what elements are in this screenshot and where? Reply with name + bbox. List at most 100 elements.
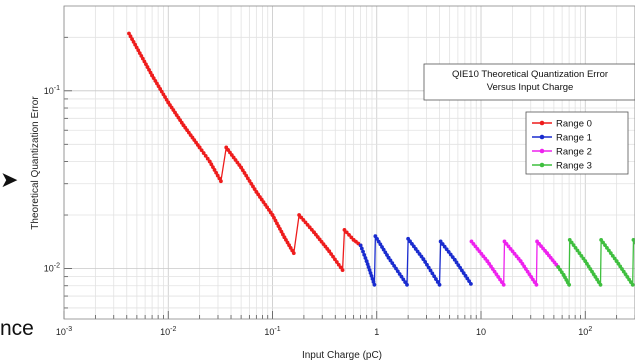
data-point (347, 232, 351, 237)
data-point (242, 171, 247, 175)
legend-marker (539, 162, 545, 168)
data-point (299, 215, 304, 220)
x-tick-label: 10-3 (56, 326, 72, 337)
data-point (575, 248, 580, 253)
axis-ticks (63, 36, 635, 319)
legend-entry-range-3: Range 3 (532, 161, 592, 172)
data-point (463, 273, 468, 278)
series-range-0 (127, 31, 363, 273)
data-point (137, 51, 142, 55)
data-point (556, 265, 561, 269)
data-point (211, 165, 215, 170)
data-point (452, 257, 457, 262)
legend-entry-range-1: Range 1 (532, 133, 592, 144)
data-point (601, 240, 605, 245)
data-point (423, 260, 428, 264)
data-point (428, 268, 433, 273)
data-point (301, 218, 306, 222)
data-point (612, 256, 617, 261)
data-point (145, 65, 150, 69)
series-range-1 (358, 233, 473, 287)
data-point (371, 279, 376, 284)
data-point (275, 221, 279, 226)
grid (63, 6, 635, 319)
data-point (434, 277, 438, 281)
data-point (139, 53, 144, 58)
data-point (239, 165, 244, 170)
data-point (240, 168, 245, 173)
data-point (128, 34, 133, 39)
x-axis-label: Input Charge (pC) (302, 350, 382, 361)
data-point (309, 227, 314, 232)
data-point (432, 274, 437, 279)
data-point (426, 265, 431, 270)
legend-marker (539, 148, 545, 154)
data-point (430, 271, 435, 276)
data-point (329, 252, 334, 256)
data-point (291, 251, 296, 256)
x-tick-label: 10-1 (264, 326, 280, 337)
data-point (405, 282, 409, 287)
data-point (307, 225, 312, 230)
x-tick-label: 10 (476, 327, 486, 337)
data-point (501, 282, 506, 287)
data-point (133, 42, 138, 47)
data-point (344, 230, 349, 235)
data-point (421, 257, 426, 261)
data-point (606, 248, 611, 253)
data-point (131, 40, 136, 44)
data-point (370, 276, 375, 281)
data-point (148, 70, 153, 75)
data-point (203, 153, 208, 158)
data-point (363, 256, 368, 260)
data-point (450, 255, 455, 260)
data-point (197, 145, 202, 150)
data-point (388, 258, 393, 263)
data-point (581, 256, 586, 261)
plot-frame (63, 5, 635, 320)
data-point (558, 267, 562, 272)
data-point (338, 265, 343, 270)
data-point (392, 263, 397, 268)
data-point (579, 253, 584, 258)
data-point (425, 262, 429, 267)
data-point (278, 227, 282, 231)
data-point (336, 262, 341, 267)
data-point (573, 245, 578, 250)
data-point (437, 282, 442, 287)
data-point (249, 181, 254, 186)
legend: Range 0 Range 1 Range 2 Range 3 (525, 111, 629, 175)
data-point (365, 262, 370, 267)
data-point (364, 259, 369, 264)
data-point (567, 282, 572, 287)
data-point (136, 48, 141, 53)
data-point (368, 271, 373, 275)
data-point (297, 213, 302, 217)
data-point (331, 254, 335, 259)
data-point (209, 162, 214, 167)
data-point (401, 277, 406, 282)
data-point (340, 268, 345, 272)
data-point (577, 251, 582, 256)
data-point (440, 242, 445, 246)
series-range-3 (556, 237, 635, 288)
data-point (281, 232, 285, 237)
data-point (435, 280, 440, 284)
legend-entry-range-2: Range 2 (532, 147, 592, 158)
data-point (334, 260, 339, 264)
data-point (369, 274, 374, 278)
data-point (571, 243, 576, 248)
data-point (605, 245, 609, 250)
data-point (403, 280, 408, 284)
data-point (134, 45, 139, 50)
data-point (610, 253, 615, 258)
data-point (219, 179, 223, 184)
data-point (446, 250, 451, 254)
data-point (399, 274, 404, 279)
data-point (458, 265, 463, 270)
data-point (386, 255, 391, 260)
data-point (608, 251, 613, 256)
y-axis-label: Theoretical Quantization Error (30, 96, 41, 230)
data-point (327, 249, 332, 254)
data-point (270, 213, 275, 217)
